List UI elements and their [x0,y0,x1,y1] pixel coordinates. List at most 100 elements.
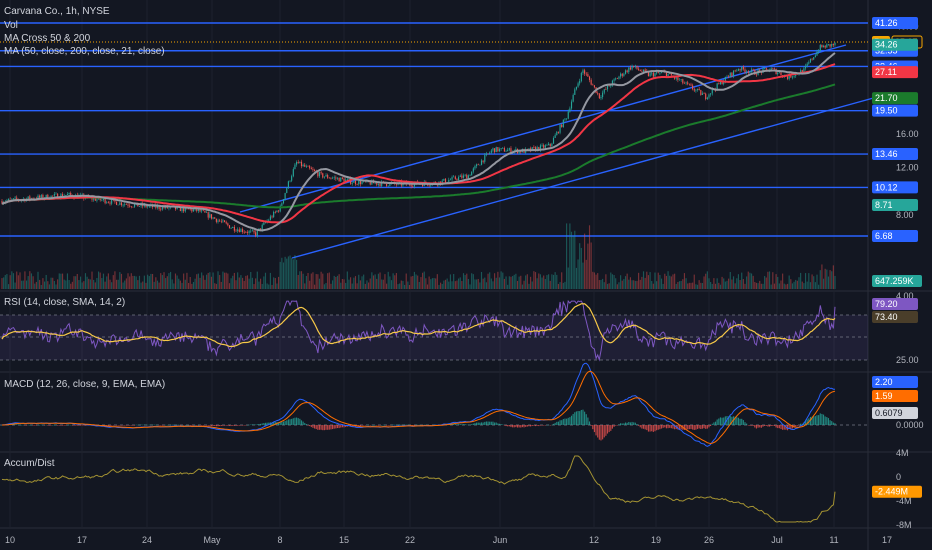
level-badge: 13.46 [875,149,898,159]
macd-hist-bar [610,425,612,431]
ma-cross-label[interactable]: MA Cross 50 & 200 [4,33,91,44]
candle-body [289,180,291,182]
candle-body [680,79,682,80]
macd-hist-bar [814,416,816,425]
rsi-label[interactable]: RSI (14, close, SMA, 14, 2) [4,297,125,308]
macd-hist-bar [405,424,407,426]
accum-dist-label[interactable]: Accum/Dist [4,458,55,469]
ad-badge-bg [872,485,922,498]
volume-bar [790,279,792,289]
volume-bar [484,277,486,289]
last-price-badge-bg [872,38,918,51]
volume-bar [161,275,163,289]
ma-label[interactable]: MA (50, close, 200, close, 21, close) [4,46,165,57]
volume-bar [70,283,72,289]
volume-bar [287,256,289,289]
candle-body [500,148,502,149]
volume-bar [153,281,155,289]
macd-hist-bar [323,425,325,431]
volume-bar [780,280,782,289]
candle-body [287,181,289,189]
volume-bar [693,274,695,289]
candle-body [14,197,16,199]
macd-hist-bar [749,425,751,426]
macd-hist-bar [580,409,582,425]
candle-body [227,223,229,226]
macd-hist-bar [544,425,546,426]
volume-bar [544,279,546,289]
volume-bar [189,276,191,289]
level-badge: 10.12 [875,182,898,192]
vol-label[interactable]: Vol [4,20,18,31]
candle-body [575,86,577,90]
macd-hist-bar [631,421,633,425]
volume-bar [260,278,262,289]
macd-hist-bar [314,425,316,429]
macd-hist-bar [107,425,109,426]
candle-body [718,83,720,85]
volume-bar [633,280,635,289]
volume-bar [202,275,204,289]
macd-hist-bar [263,423,265,425]
volume-bar [816,274,818,289]
level-badge: 19.50 [875,106,898,116]
macd-label[interactable]: MACD (12, 26, close, 9, EMA, EMA) [4,379,165,390]
macd-hist-bar [642,425,645,429]
volume-bar [552,274,555,289]
macd-hist-bar [780,425,782,430]
macd-hist-bar [315,425,317,430]
candle-body [361,181,363,185]
macd-hist-bar [79,425,82,426]
volume-bar [343,279,345,289]
volume-bar [723,278,725,289]
volume-bar [222,271,224,289]
volume-bar [300,271,303,289]
macd-hist-bar [109,425,111,426]
candle-body [615,78,617,80]
price-tick-label: 8.00 [896,210,914,220]
candle-body [644,69,646,72]
volume-bar [17,275,19,289]
symbol-title[interactable]: Carvana Co., 1h, NYSE [4,6,110,17]
candle-body [251,230,253,232]
volume-bar [425,278,427,289]
volume-bar [669,275,671,289]
candle-body [739,69,741,71]
candle-body [786,76,789,79]
macd-hist-bar [755,425,758,429]
macd-hist-bar [456,424,458,425]
candle-body [642,69,645,72]
volume-bar [237,272,239,289]
macd-hist-bar [151,424,154,426]
volume-bar [734,283,736,289]
candle-body [746,71,748,73]
macd-hist-bar [804,420,807,425]
macd-hist-bar [526,425,528,427]
candle-body [471,171,473,176]
candle-body [42,194,44,199]
macd-hist-bar [377,425,379,426]
volume-bar [595,274,597,289]
macd-hist-bar [672,425,674,429]
macd-hist-bar [461,424,463,425]
volume-bar [485,282,487,289]
candle-body [590,80,592,85]
candle-body [399,181,401,183]
volume-bar [124,280,126,289]
volume-bar [793,281,795,289]
candle-body [201,210,203,212]
volume-bar [125,278,127,289]
volume-bar [538,273,540,289]
volume-bar [554,272,556,289]
macd-hist-bar [168,424,170,426]
candle-body [791,76,794,78]
macd-hist-bar [227,425,229,426]
volume-bar [129,276,131,289]
macd-hist-bar [508,425,510,427]
candle-body [507,149,509,152]
volume-bar [150,273,152,289]
macd-hist-bar [737,417,740,425]
macd-hist-bar [472,423,474,425]
channel-lower [291,93,889,259]
